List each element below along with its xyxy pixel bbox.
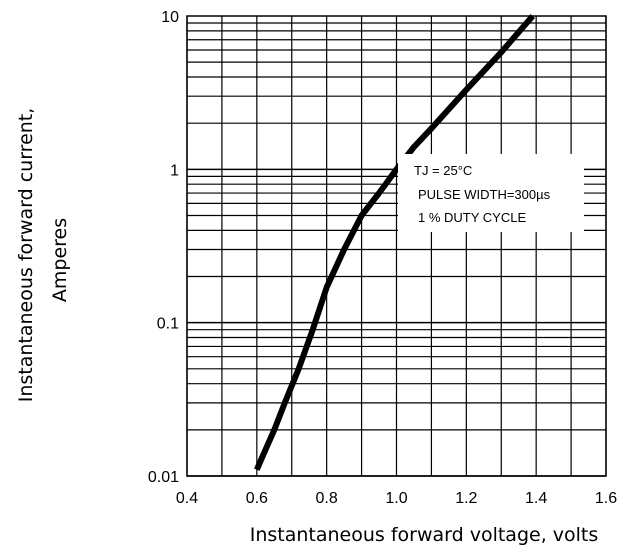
y-axis-title-line: Amperes — [49, 218, 71, 302]
y-tick-label: 0.01 — [148, 469, 179, 486]
x-tick-label: 1.4 — [525, 490, 547, 507]
series-line — [254, 14, 535, 471]
annotation-line: PULSE WIDTH=300µs — [418, 187, 551, 202]
y-tick-label: 10 — [161, 9, 179, 26]
y-tick-labels: 0.01 0.1 1 10 — [148, 9, 179, 486]
annotation-box: TJ = 25°C PULSE WIDTH=300µs 1 % DUTY CYC… — [398, 154, 584, 232]
y-axis-title-line: Instantaneous forward current, — [15, 108, 37, 403]
x-tick-labels: 0.4 0.6 0.8 1.0 1.2 1.4 1.6 — [176, 490, 617, 507]
plot-frame — [186, 15, 607, 477]
x-axis-title: Instantaneous forward voltage, volts — [250, 524, 599, 546]
annotation-background — [398, 154, 584, 232]
annotation-line: TJ = 25°C — [414, 163, 472, 178]
y-tick-label: 0.1 — [157, 316, 179, 333]
x-tick-label: 0.6 — [246, 490, 268, 507]
x-tick-label: 1.2 — [455, 490, 477, 507]
x-tick-label: 1.0 — [385, 490, 407, 507]
annotation-line: 1 % DUTY CYCLE — [418, 210, 526, 225]
y-tick-label: 1 — [170, 162, 179, 179]
grid — [186, 16, 607, 477]
x-tick-label: 0.8 — [316, 490, 338, 507]
x-tick-label: 1.6 — [595, 490, 617, 507]
x-tick-label: 0.4 — [176, 490, 198, 507]
